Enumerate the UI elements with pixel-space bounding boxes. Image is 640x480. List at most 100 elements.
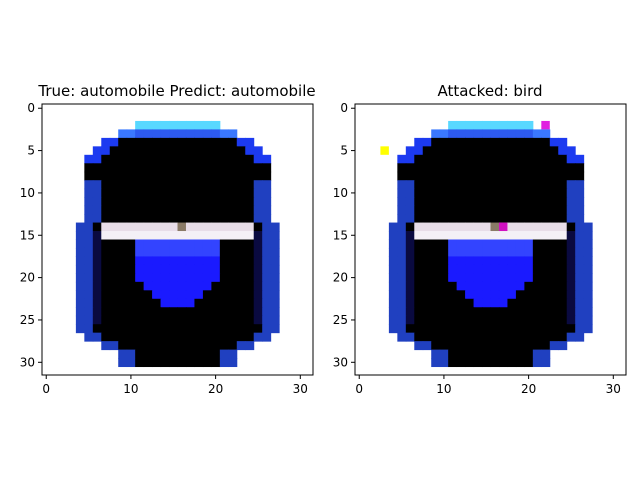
image-pixel [397, 214, 407, 224]
y-tick-label: 30 [20, 355, 35, 369]
image-pixel [575, 307, 585, 317]
image-pixel [228, 137, 238, 147]
image-pixel [549, 247, 559, 257]
image-pixel [465, 163, 475, 173]
image-pixel [397, 290, 407, 300]
image-pixel [169, 298, 178, 308]
image-pixel [515, 315, 525, 325]
image-pixel [541, 349, 551, 359]
image-pixel [84, 222, 94, 232]
image-pixel [439, 222, 449, 232]
image-pixel [397, 264, 407, 274]
image-pixel [405, 197, 415, 207]
image-pixel [177, 180, 187, 190]
image-pixel [219, 146, 229, 156]
image-pixel [490, 129, 500, 139]
image-pixel [575, 239, 585, 249]
image-pixel [422, 205, 432, 215]
image-pixel [152, 239, 162, 249]
image-pixel [84, 273, 94, 283]
image-pixel [507, 256, 517, 266]
image-pixel [524, 214, 534, 224]
image-pixel [431, 247, 441, 257]
image-pixel [177, 197, 187, 207]
image-pixel [202, 180, 212, 190]
image-pixel [253, 281, 263, 291]
image-pixel [135, 163, 145, 173]
image-pixel [515, 273, 525, 283]
image-pixel [414, 214, 424, 224]
image-pixel [405, 239, 415, 249]
image-pixel [101, 281, 111, 291]
y-tick-label: 15 [333, 228, 348, 242]
image-pixel [92, 146, 102, 156]
image-pixel [431, 205, 441, 215]
image-pixel [448, 290, 458, 300]
image-pixel [507, 307, 517, 317]
image-pixel [397, 247, 407, 257]
image-pixel [507, 332, 517, 342]
image-pixel [169, 290, 178, 300]
image-pixel [465, 154, 475, 164]
image-pixel [456, 349, 466, 359]
image-pixel [541, 129, 551, 139]
image-pixel [524, 349, 534, 359]
image-pixel [126, 315, 136, 325]
image-pixel [558, 298, 568, 308]
image-pixel [515, 163, 525, 173]
image-pixel [143, 154, 153, 164]
image-pixel [507, 358, 517, 368]
image-pixel [515, 324, 525, 334]
image-pixel [92, 163, 102, 173]
image-pixel [515, 180, 525, 190]
image-pixel [448, 163, 458, 173]
image-pixel [228, 188, 238, 198]
image-pixel [262, 247, 272, 257]
image-pixel [185, 290, 195, 300]
image-pixel [515, 146, 525, 156]
image-pixel [160, 222, 170, 232]
image-pixel [253, 239, 263, 249]
image-pixel [532, 298, 542, 308]
image-pixel [422, 137, 432, 147]
image-pixel [152, 120, 162, 130]
image-pixel [490, 281, 500, 291]
image-pixel [532, 214, 542, 224]
image-pixel [524, 171, 534, 181]
image-pixel [498, 256, 508, 266]
image-pixel [143, 256, 153, 266]
image-pixel [101, 154, 111, 164]
image-pixel [583, 290, 593, 300]
image-pixel [126, 307, 136, 317]
image-pixel [431, 332, 441, 342]
image-pixel [177, 332, 187, 342]
image-pixel [228, 264, 238, 274]
image-pixel [135, 332, 145, 342]
image-pixel [109, 239, 119, 249]
image-pixel [541, 324, 551, 334]
image-pixel [109, 214, 119, 224]
image-pixel [566, 298, 576, 308]
image-pixel [422, 298, 432, 308]
image-pixel [118, 281, 128, 291]
image-pixel [405, 324, 415, 334]
image-pixel [566, 281, 576, 291]
image-pixel [185, 298, 195, 308]
image-pixel [245, 341, 255, 351]
image-pixel [169, 120, 178, 130]
image-pixel [448, 137, 458, 147]
image-pixel [498, 315, 508, 325]
image-pixel [211, 264, 221, 274]
image-pixel [566, 214, 576, 224]
image-pixel [439, 188, 449, 198]
image-pixel [431, 324, 441, 334]
image-pixel [194, 214, 204, 224]
image-pixel [515, 137, 525, 147]
image-pixel [414, 332, 424, 342]
image-pixel [135, 290, 145, 300]
image-pixel [135, 307, 145, 317]
image-pixel [414, 163, 424, 173]
image-pixel [414, 281, 424, 291]
image-pixel [549, 324, 559, 334]
image-pixel [109, 256, 119, 266]
